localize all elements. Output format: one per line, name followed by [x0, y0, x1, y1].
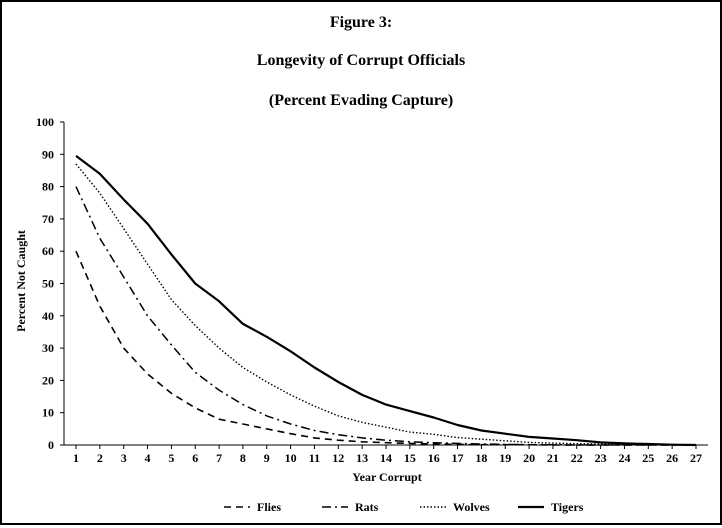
x-tick-label: 7	[216, 451, 222, 465]
x-tick-label: 1	[73, 451, 79, 465]
chart-title: Figure 3:	[330, 14, 392, 31]
x-tick-label: 27	[690, 451, 702, 465]
series-line-flies	[75, 250, 696, 446]
y-tick-label: 10	[42, 406, 54, 420]
y-tick-label: 80	[42, 180, 54, 194]
y-tick-label: 60	[42, 244, 54, 258]
x-tick-label: 20	[523, 451, 535, 465]
series-line-wolves	[75, 163, 697, 446]
chart-subtitle-2: (Percent Evading Capture)	[269, 92, 453, 109]
x-tick-label: 8	[240, 451, 246, 465]
x-tick-label: 10	[285, 451, 297, 465]
x-tick-label: 6	[192, 451, 198, 465]
chart-subtitle: Longevity of Corrupt Officials	[257, 52, 465, 69]
x-tick-label: 11	[309, 451, 320, 465]
x-tick-label: 5	[168, 451, 174, 465]
y-tick-label: 40	[42, 309, 54, 323]
x-tick-label: 3	[121, 451, 127, 465]
x-tick-label: 24	[618, 451, 630, 465]
series-line-rats	[75, 186, 696, 446]
series-line-tigers	[75, 155, 697, 447]
x-tick-label: 21	[547, 451, 559, 465]
legend-label-wolves: Wolves	[453, 500, 490, 514]
x-tick-label: 25	[642, 451, 654, 465]
x-tick-label: 18	[475, 451, 487, 465]
x-tick-label: 15	[404, 451, 416, 465]
x-tick-label: 12	[332, 451, 344, 465]
x-tick-label: 17	[452, 451, 464, 465]
y-tick-label: 30	[42, 341, 54, 355]
y-ticks: 0 10 20 30 40 50 60 70 80 90 100	[36, 115, 64, 452]
x-tick-label: 2	[97, 451, 103, 465]
x-axis-label: Year Corrupt	[352, 470, 421, 484]
x-tick-label: 9	[264, 451, 270, 465]
y-tick-label: 50	[42, 277, 54, 291]
legend: Flies Rats Wolves Tigers	[224, 500, 584, 514]
y-tick-label: 70	[42, 212, 54, 226]
x-tick-label: 14	[380, 451, 392, 465]
y-tick-label: 20	[42, 373, 54, 387]
y-tick-label: 0	[48, 438, 54, 452]
x-tick-label: 13	[356, 451, 368, 465]
legend-label-rats: Rats	[355, 500, 379, 514]
x-tick-label: 19	[499, 451, 511, 465]
axes	[63, 122, 708, 446]
legend-label-tigers: Tigers	[551, 500, 584, 514]
x-tick-label: 4	[145, 451, 151, 465]
series-lines	[75, 155, 697, 447]
x-tick-label: 26	[666, 451, 678, 465]
legend-label-flies: Flies	[257, 500, 281, 514]
x-tick-label: 16	[428, 451, 440, 465]
y-axis-label: Percent Not Caught	[14, 230, 28, 332]
x-tick-label: 23	[595, 451, 607, 465]
y-tick-label: 90	[42, 147, 54, 161]
x-tick-label: 22	[571, 451, 583, 465]
x-ticks: 1 2 3 4 5 6 7 8 9 10 11 12 13 14 15 16 17 18 19 20 21 22 23 24 2…	[73, 445, 702, 465]
y-tick-label: 100	[36, 115, 54, 129]
